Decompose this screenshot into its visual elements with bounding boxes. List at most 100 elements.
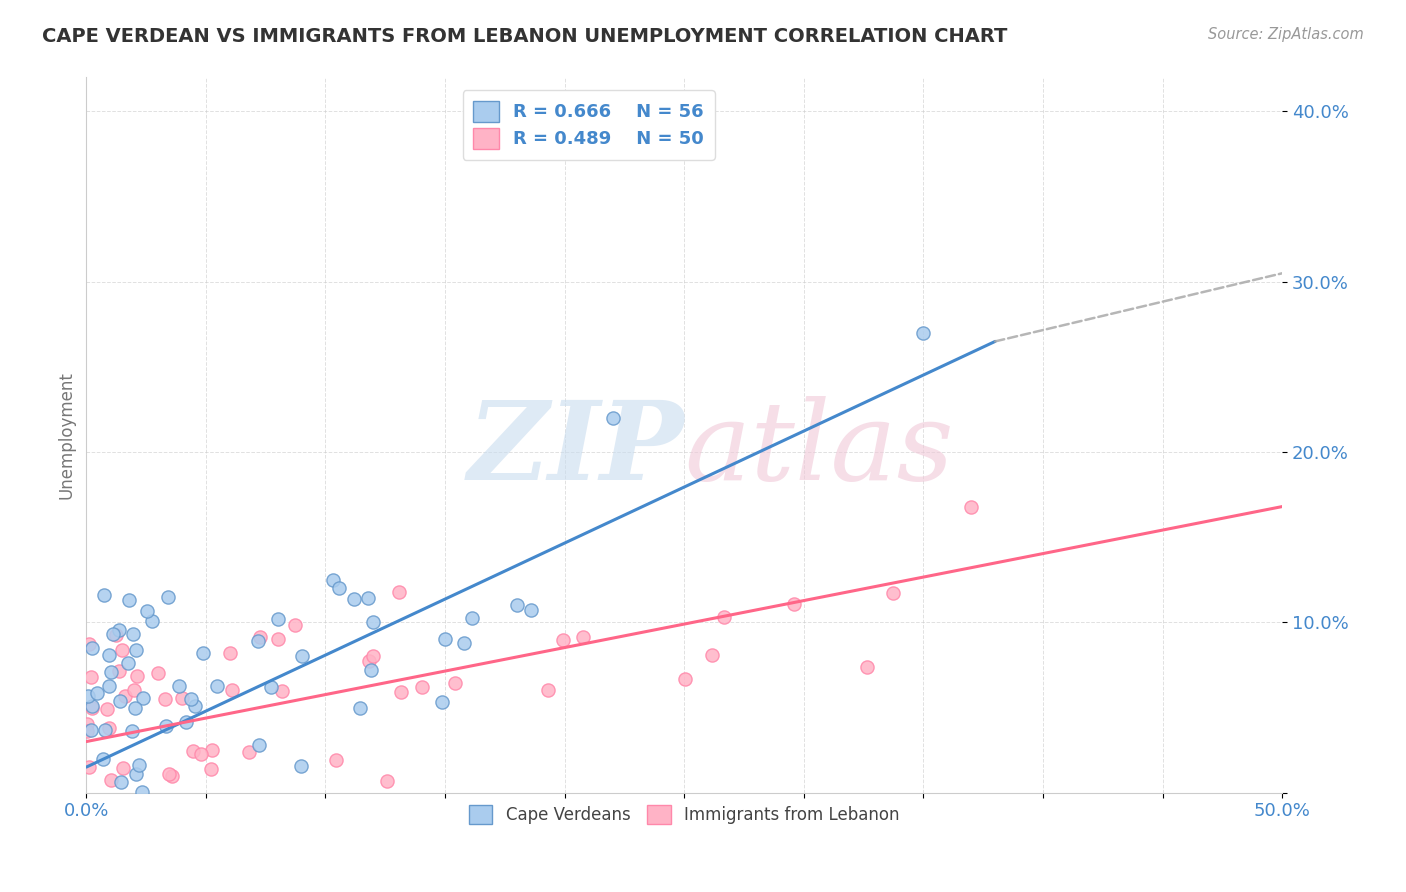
Point [104,628,127,642]
Point [180,691,202,706]
Point [444,676,467,690]
Point [153,692,176,706]
Point [107,665,129,679]
Point [112,761,135,775]
Point [218,647,240,661]
Point [108,694,131,708]
Point [128,757,150,772]
Point [131,785,153,799]
Point [77,760,100,774]
Point [290,759,312,773]
Point [98,648,121,662]
Point [76,716,98,731]
Point [76,723,98,738]
Point [360,663,382,677]
Point [96,702,118,716]
Point [238,745,260,759]
Point [357,591,380,606]
Point [190,747,212,761]
Text: ZIP: ZIP [468,395,685,503]
Point [411,680,433,694]
Point [205,679,228,693]
Legend: Cape Verdeans, Immigrants from Lebanon: Cape Verdeans, Immigrants from Lebanon [460,795,910,834]
Point [434,632,457,647]
Point [259,681,281,695]
Point [108,623,131,637]
Point [221,682,243,697]
Point [782,597,804,611]
Point [363,649,385,664]
Point [159,767,181,781]
Point [80,640,103,655]
Y-axis label: Unemployment: Unemployment [58,371,75,499]
Point [80,700,103,714]
Point [91,752,114,766]
Point [247,738,270,752]
Point [249,630,271,644]
Point [430,695,453,709]
Point [183,744,205,758]
Point [357,654,380,668]
Point [461,611,484,625]
Point [122,683,145,698]
Point [121,627,143,641]
Point [117,656,139,670]
Point [86,686,108,700]
Point [912,326,935,340]
Point [536,683,558,698]
Point [174,715,197,730]
Point [551,633,574,648]
Point [388,585,411,599]
Point [156,591,179,605]
Point [572,630,595,644]
Point [271,684,294,698]
Point [110,774,132,789]
Point [170,690,193,705]
Point [363,615,385,630]
Point [191,646,214,660]
Point [266,632,288,647]
Point [121,724,143,739]
Point [520,603,543,617]
Point [125,643,148,657]
Point [856,660,879,674]
Point [349,701,371,715]
Point [124,701,146,715]
Point [602,411,624,425]
Point [80,723,103,737]
Point [111,642,134,657]
Point [114,689,136,703]
Text: Source: ZipAtlas.com: Source: ZipAtlas.com [1208,27,1364,42]
Point [960,500,983,514]
Point [322,573,344,587]
Point [146,666,169,681]
Point [673,673,696,687]
Point [94,723,117,737]
Text: CAPE VERDEAN VS IMMIGRANTS FROM LEBANON UNEMPLOYMENT CORRELATION CHART: CAPE VERDEAN VS IMMIGRANTS FROM LEBANON … [42,27,1008,45]
Point [100,773,122,788]
Point [290,649,312,664]
Point [267,612,290,626]
Point [97,679,120,693]
Point [118,592,141,607]
Point [160,769,183,783]
Point [132,691,155,706]
Point [98,721,121,735]
Point [184,698,207,713]
Point [325,753,347,767]
Point [100,665,122,679]
Point [136,604,159,618]
Point [77,689,100,703]
Text: atlas: atlas [685,395,953,503]
Point [453,636,475,650]
Point [343,591,366,606]
Point [377,774,399,789]
Point [201,742,224,756]
Point [713,610,735,624]
Point [328,581,350,595]
Point [702,648,724,663]
Point [80,699,103,714]
Point [284,618,307,632]
Point [389,685,412,699]
Point [80,670,103,684]
